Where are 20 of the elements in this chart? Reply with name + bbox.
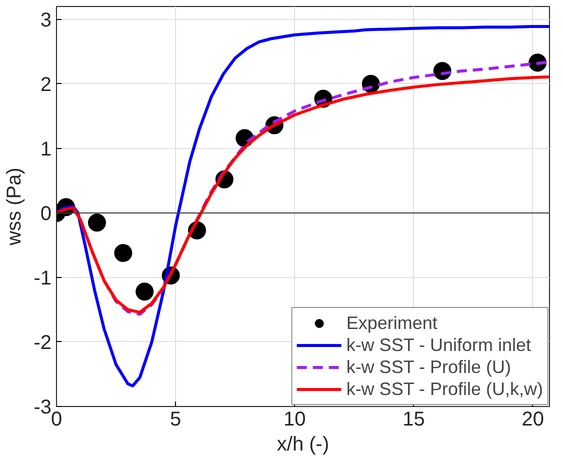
point xyxy=(88,214,106,232)
x-axis-title: x/h (-) xyxy=(276,434,330,456)
y-axis-title: wss (Pa) xyxy=(4,168,26,246)
x-tick-label: 20 xyxy=(522,408,544,430)
y-tick-label: 0 xyxy=(40,202,52,225)
y-tick-label: -1 xyxy=(34,267,52,290)
y-tick-label: 2 xyxy=(40,74,52,96)
x-tick-label: 10 xyxy=(284,408,306,430)
point xyxy=(136,282,154,301)
point xyxy=(114,244,132,262)
legend-label: Experiment xyxy=(346,312,438,334)
x-tick-label: 5 xyxy=(170,408,182,430)
legend-label: k-w SST - Uniform inlet xyxy=(346,334,532,356)
legend-label: k-w SST - Profile (U) xyxy=(346,356,511,378)
y-tick-label: -2 xyxy=(34,332,52,354)
y-tick-label: 1 xyxy=(40,138,52,160)
y-tick-label: 3 xyxy=(40,9,52,32)
y-tick-label: -3 xyxy=(34,396,52,418)
x-tick-label: 15 xyxy=(402,408,425,430)
legend-label: k-w SST - Profile (U,k,w) xyxy=(346,378,543,400)
